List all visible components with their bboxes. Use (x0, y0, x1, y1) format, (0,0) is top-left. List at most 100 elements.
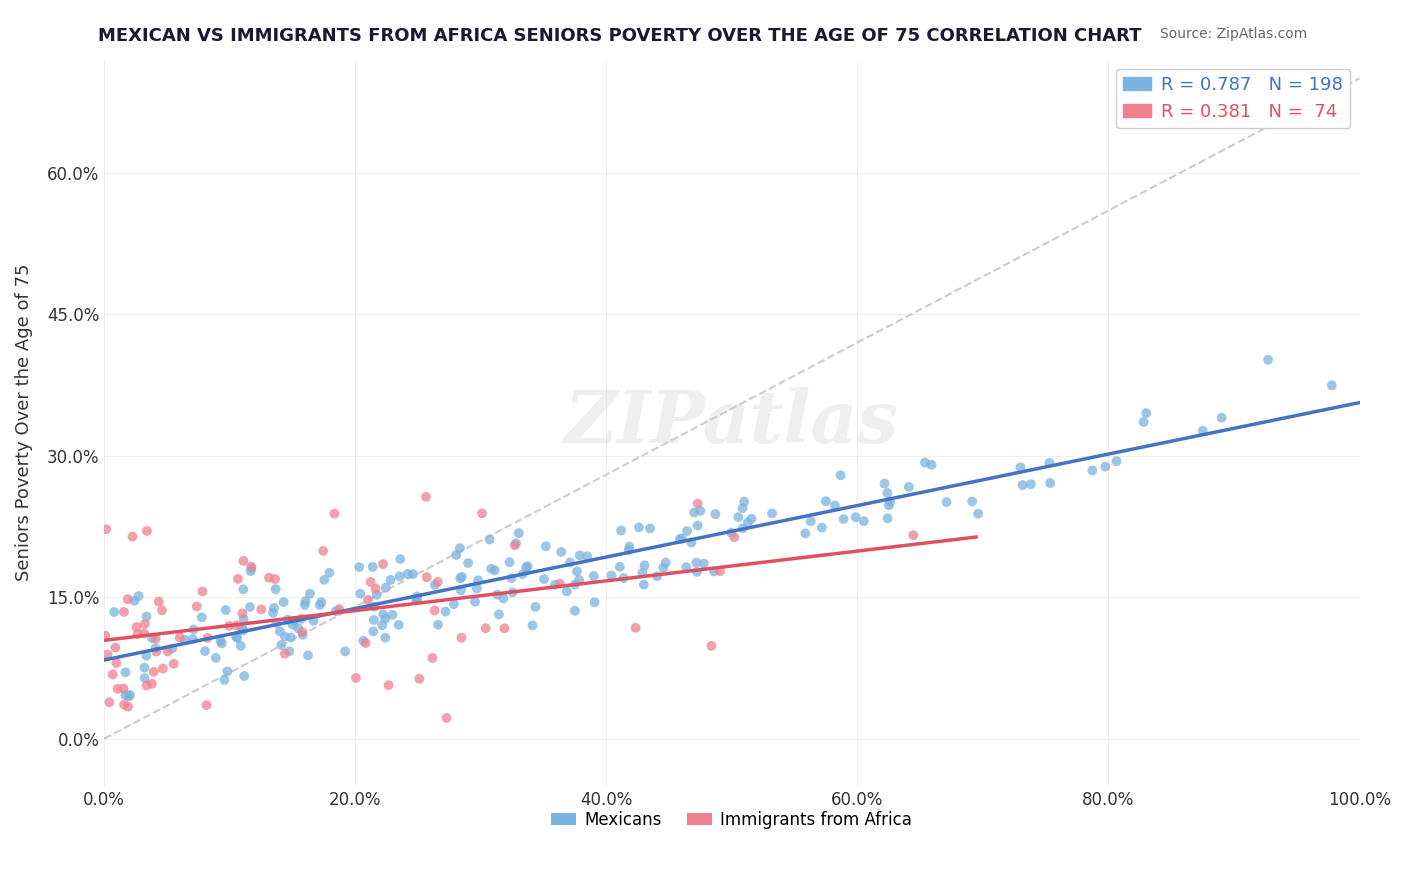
Point (118, 690, 141, 704)
Point (388, 617, 411, 632)
Point (354, 636, 377, 650)
Point (195, 698, 218, 712)
Point (302, 614, 325, 628)
Point (544, 578, 567, 592)
Point (240, 559, 263, 574)
Point (380, 573, 402, 587)
Point (1132, 415, 1154, 429)
Point (361, 560, 384, 574)
Point (436, 711, 458, 725)
Text: ZIPatlas: ZIPatlas (565, 387, 898, 458)
Point (264, 572, 287, 586)
Point (873, 476, 896, 491)
Point (731, 501, 754, 516)
Point (522, 618, 544, 632)
Point (269, 624, 291, 639)
Point (152, 661, 174, 675)
Point (142, 665, 165, 679)
Point (876, 486, 898, 500)
Point (134, 671, 156, 685)
Point (361, 624, 384, 639)
Point (112, 698, 135, 712)
Point (103, 605, 125, 619)
Point (457, 556, 479, 570)
Point (96, 648, 118, 662)
Point (1211, 410, 1233, 425)
Point (533, 572, 555, 586)
Point (145, 640, 167, 655)
Point (1038, 456, 1060, 470)
Point (278, 644, 301, 658)
Point (1105, 454, 1128, 468)
Point (136, 524, 159, 538)
Point (467, 574, 489, 588)
Point (135, 609, 157, 624)
Point (101, 667, 124, 681)
Point (373, 557, 395, 571)
Point (737, 516, 759, 530)
Point (128, 589, 150, 603)
Point (465, 582, 488, 596)
Point (232, 582, 254, 597)
Point (550, 545, 572, 559)
Point (186, 599, 208, 614)
Point (117, 699, 139, 714)
Point (135, 678, 157, 692)
Point (156, 644, 179, 658)
Point (558, 556, 581, 570)
Point (800, 514, 823, 528)
Point (921, 458, 943, 472)
Point (163, 657, 186, 671)
Point (125, 620, 148, 634)
Point (308, 598, 330, 612)
Point (347, 560, 370, 574)
Point (262, 606, 284, 620)
Point (191, 584, 214, 599)
Point (360, 574, 382, 589)
Point (471, 506, 494, 520)
Point (1191, 424, 1213, 438)
Point (217, 665, 239, 679)
Point (832, 512, 855, 526)
Point (408, 672, 430, 686)
Point (226, 631, 249, 645)
Point (486, 587, 509, 601)
Point (117, 592, 139, 607)
Point (141, 677, 163, 691)
Point (426, 574, 449, 589)
Point (294, 598, 316, 612)
Point (422, 651, 444, 665)
Point (524, 599, 547, 614)
Point (1094, 459, 1116, 474)
Point (121, 530, 143, 544)
Point (406, 592, 429, 607)
Point (273, 595, 295, 609)
Text: MEXICAN VS IMMIGRANTS FROM AFRICA SENIORS POVERTY OVER THE AGE OF 75 CORRELATION: MEXICAN VS IMMIGRANTS FROM AFRICA SENIOR… (98, 27, 1142, 45)
Point (274, 647, 297, 661)
Point (508, 526, 530, 541)
Point (181, 632, 204, 646)
Point (314, 573, 336, 587)
Point (1135, 406, 1157, 420)
Point (449, 571, 471, 585)
Point (287, 621, 309, 635)
Point (1320, 378, 1343, 392)
Point (609, 559, 631, 574)
Point (723, 530, 745, 544)
Point (297, 648, 319, 663)
Point (683, 506, 706, 520)
Point (617, 543, 640, 558)
Point (374, 631, 396, 645)
Text: Source: ZipAtlas.com: Source: ZipAtlas.com (1160, 27, 1308, 41)
Point (709, 564, 731, 578)
Point (274, 630, 297, 644)
Point (515, 560, 537, 574)
Point (134, 617, 156, 632)
Point (366, 588, 388, 602)
Point (118, 688, 141, 702)
Y-axis label: Seniors Poverty Over the Age of 75: Seniors Poverty Over the Age of 75 (15, 264, 32, 582)
Point (114, 688, 136, 702)
Point (112, 605, 135, 619)
Point (145, 632, 167, 646)
Point (619, 540, 641, 554)
